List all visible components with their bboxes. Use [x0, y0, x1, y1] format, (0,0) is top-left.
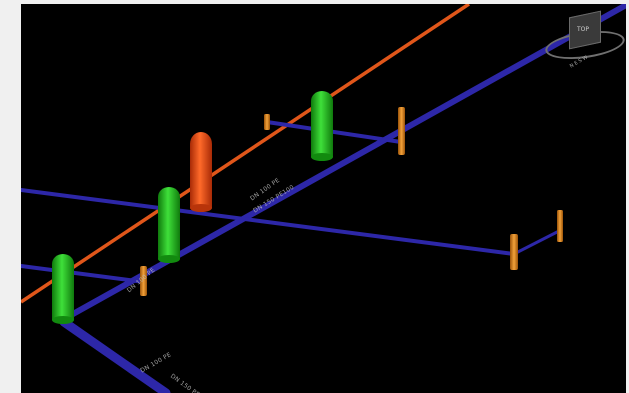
gas-main-pipe[interactable]	[21, 4, 470, 304]
valve-green-lower[interactable]	[52, 254, 74, 324]
water-pipe-right-stub[interactable]	[512, 228, 563, 256]
3d-viewport[interactable]: DN 150 PE100 DN 100 PE DN 100 PE DN 150 …	[21, 4, 626, 393]
water-pipe-cross-long[interactable]	[21, 188, 516, 256]
valve-green-middle[interactable]	[158, 187, 180, 263]
fitting-mid-right[interactable]	[510, 234, 518, 270]
fitting-upper-right[interactable]	[398, 107, 405, 155]
water-pipe-main-diagonal[interactable]	[61, 4, 626, 322]
hydrant-red[interactable]	[190, 132, 212, 212]
pipe-network-scene[interactable]	[21, 4, 626, 393]
water-pipe-cross-left[interactable]	[21, 264, 146, 284]
fitting-lower-left[interactable]	[140, 266, 147, 296]
fittings	[140, 107, 563, 296]
fitting-upper-left[interactable]	[264, 114, 270, 130]
fitting-far-right[interactable]	[557, 210, 563, 242]
water-pipe-upper-branch[interactable]	[265, 120, 403, 144]
valve-green-upper[interactable]	[311, 91, 333, 161]
water-pipe-lower-diagonal[interactable]	[59, 317, 171, 393]
viewcube-label: TOP	[577, 26, 590, 33]
